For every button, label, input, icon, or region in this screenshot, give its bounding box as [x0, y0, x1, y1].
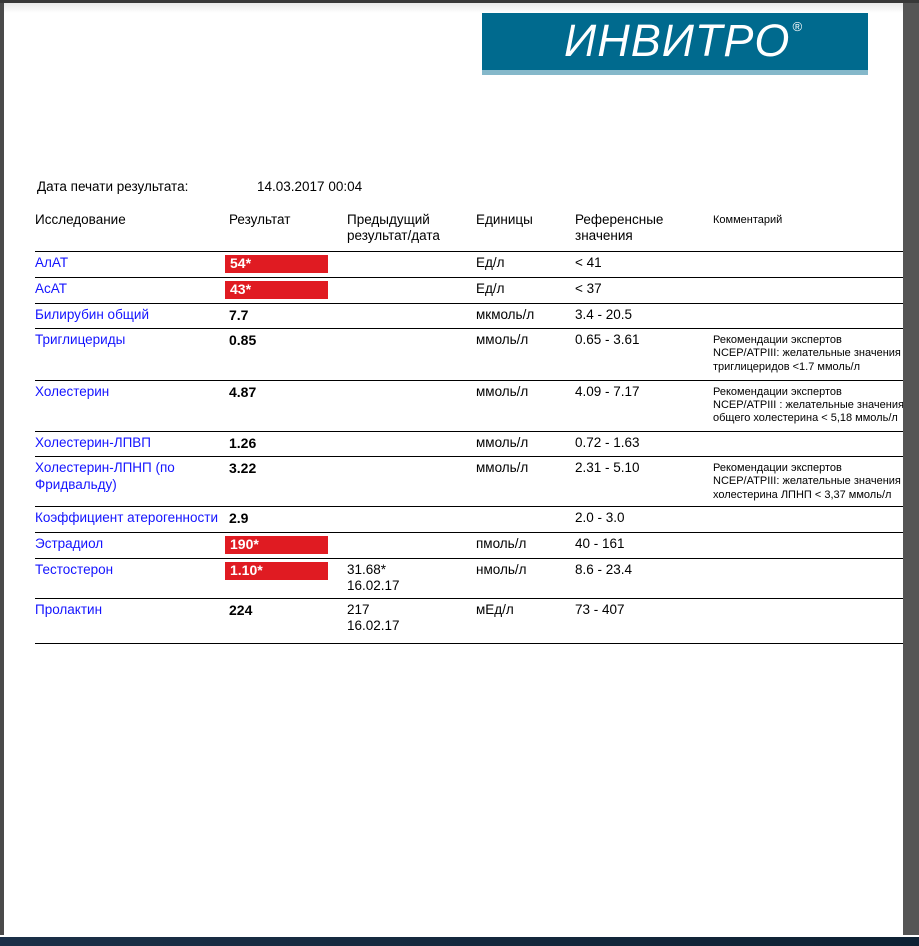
- table-row: Тестостерон 1.10* 31.68* 16.02.17 нмоль/…: [35, 558, 911, 600]
- table-row: Коэффициент атерогенности 2.9 2.0 - 3.0: [35, 506, 911, 533]
- previous-result-value: 217: [347, 602, 370, 618]
- test-name: Тестостерон: [35, 561, 114, 577]
- table-header-row: Исследование Результат Предыдущий резуль…: [35, 209, 911, 253]
- results-table: Исследование Результат Предыдущий резуль…: [35, 209, 911, 645]
- column-header-comment: Комментарий: [713, 209, 911, 253]
- test-name: Эстрадиол: [35, 535, 104, 551]
- table-row: Холестерин 4.87 ммоль/л 4.09 - 7.17 Реко…: [35, 380, 911, 433]
- reference-range-value: 0.72 - 1.63: [575, 431, 713, 458]
- reference-range-value: 0.65 - 3.61: [575, 328, 713, 381]
- comment-text: [713, 251, 911, 279]
- window-top-glow: [0, 3, 919, 13]
- test-name: Холестерин: [35, 383, 110, 399]
- previous-result-date: 16.02.17: [347, 577, 400, 593]
- comment-text: Рекомендации экспертов NCEP/ATPIII: жела…: [713, 456, 911, 507]
- column-header-reference: Референсные значения: [575, 209, 713, 253]
- column-header-units: Единицы: [476, 209, 575, 253]
- table-row: АлАТ 54* Ед/л < 41: [35, 251, 911, 279]
- result-value: 54*: [225, 255, 328, 274]
- table-row: АсАТ 43* Ед/л < 37: [35, 277, 911, 305]
- print-date-value: 14.03.2017 00:04: [257, 179, 363, 194]
- result-value: 43*: [225, 281, 328, 300]
- comment-text: [713, 598, 911, 645]
- test-name: Пролактин: [35, 602, 103, 618]
- result-value: 0.85: [229, 332, 257, 349]
- invitro-logo-text: ИНВИТРО: [564, 14, 791, 66]
- test-name: Коэффициент атерогенности: [35, 509, 218, 525]
- units-value: ммоль/л: [476, 328, 575, 381]
- table-row: Триглицериды 0.85 ммоль/л 0.65 - 3.61 Ре…: [35, 328, 911, 381]
- units-value: Ед/л: [476, 251, 575, 279]
- comment-text: [713, 558, 911, 600]
- reference-range-value: 4.09 - 7.17: [575, 380, 713, 433]
- table-row: Пролактин 224 217 16.02.17 мЕд/л 73 - 40…: [35, 598, 911, 645]
- result-value: 190*: [225, 535, 328, 554]
- units-value: ммоль/л: [476, 456, 575, 507]
- reference-range-value: 2.0 - 3.0: [575, 506, 713, 533]
- result-value: 1.10*: [225, 561, 328, 580]
- previous-result-value: 31.68*: [347, 561, 387, 577]
- window-top-border: [0, 0, 919, 3]
- result-value: 2.9: [229, 509, 249, 526]
- test-name: АсАТ: [35, 281, 67, 297]
- result-value: 3.22: [229, 460, 257, 477]
- comment-text: [713, 303, 911, 330]
- units-value: мЕд/л: [476, 598, 575, 645]
- result-value: 224: [229, 602, 253, 619]
- reference-range-value: < 37: [575, 277, 713, 305]
- comment-text: Рекомендации экспертов NCEP/ATPIII: жела…: [713, 328, 911, 381]
- print-date-label: Дата печати результата:: [37, 179, 189, 194]
- previous-result-date: 16.02.17: [347, 618, 400, 634]
- comment-text: [713, 506, 911, 533]
- comment-text: [713, 532, 911, 559]
- scrollbar-track[interactable]: [903, 3, 919, 935]
- table-row: Холестерин-ЛПНП (по Фридвальду) 3.22 ммо…: [35, 456, 911, 507]
- print-date-row: Дата печати результата: 14.03.2017 00:04: [37, 179, 362, 194]
- units-value: ммоль/л: [476, 380, 575, 433]
- reference-range-value: 40 - 161: [575, 532, 713, 559]
- table-row: Холестерин-ЛПВП 1.26 ммоль/л 0.72 - 1.63: [35, 431, 911, 458]
- units-value: [476, 506, 575, 533]
- table-row: Билирубин общий 7.7 мкмоль/л 3.4 - 20.5: [35, 303, 911, 330]
- comment-text: [713, 277, 911, 305]
- report-page: ИНВИТРО ® Дата печати результата: 14.03.20…: [4, 3, 911, 935]
- column-header-result: Результат: [229, 209, 347, 253]
- result-value: 4.87: [229, 383, 257, 400]
- column-header-test: Исследование: [35, 209, 229, 253]
- units-value: мкмоль/л: [476, 303, 575, 330]
- test-name: Холестерин-ЛПВП: [35, 435, 152, 451]
- comment-text: [713, 431, 911, 458]
- result-value: 7.7: [229, 307, 249, 324]
- reference-range-value: 2.31 - 5.10: [575, 456, 713, 507]
- reference-range-value: 73 - 407: [575, 598, 713, 645]
- registered-mark-icon: ®: [792, 18, 802, 34]
- test-name: Холестерин-ЛПНП (по Фридвальду): [35, 460, 175, 493]
- units-value: нмоль/л: [476, 558, 575, 600]
- result-value: 1.26: [229, 435, 257, 452]
- column-header-previous: Предыдущий результат/дата: [347, 209, 476, 253]
- invitro-logo: ИНВИТРО ®: [482, 10, 868, 75]
- reference-range-value: 3.4 - 20.5: [575, 303, 713, 330]
- reference-range-value: 8.6 - 23.4: [575, 558, 713, 600]
- reference-range-value: < 41: [575, 251, 713, 279]
- comment-text: Рекомендации экспертов NCEP/ATPIII : жел…: [713, 380, 911, 433]
- test-name: АлАТ: [35, 255, 69, 271]
- units-value: ммоль/л: [476, 431, 575, 458]
- units-value: пмоль/л: [476, 532, 575, 559]
- test-name: Триглицериды: [35, 332, 126, 348]
- table-row: Эстрадиол 190* пмоль/л 40 - 161: [35, 532, 911, 559]
- window-bottom-bar: [0, 937, 919, 946]
- window-left-border: [0, 3, 4, 935]
- test-name: Билирубин общий: [35, 307, 149, 323]
- units-value: Ед/л: [476, 277, 575, 305]
